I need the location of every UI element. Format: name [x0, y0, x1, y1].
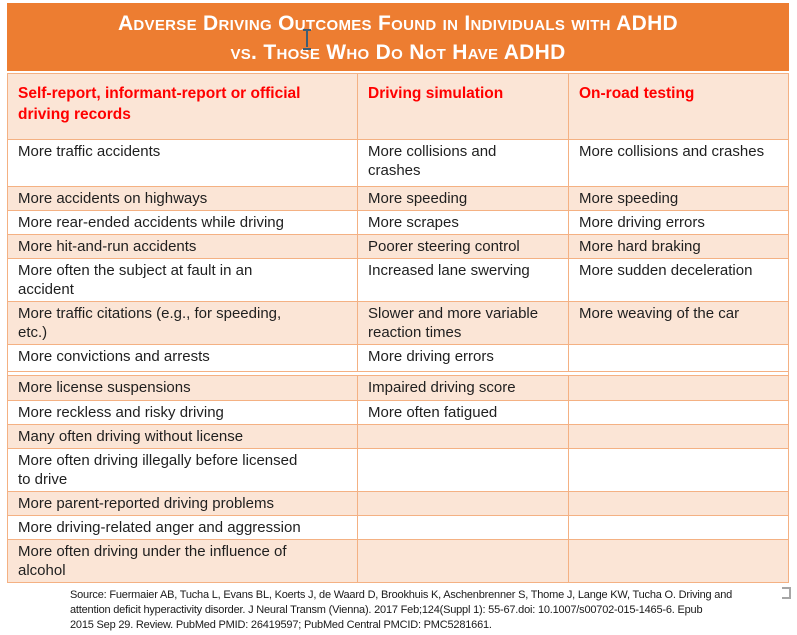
- table-cell[interactable]: More scrapes: [357, 211, 568, 234]
- title-banner: Adverse Driving Outcomes Found in Indivi…: [7, 3, 789, 71]
- table-cell[interactable]: Impaired driving score: [357, 376, 568, 400]
- table-row: More accidents on highways More speeding M…: [8, 187, 788, 211]
- selection-handle-icon: [782, 587, 791, 599]
- table-cell[interactable]: [568, 449, 788, 491]
- table-cell[interactable]: More speeding: [568, 187, 788, 210]
- table-section-separator: [8, 372, 788, 376]
- table-row: More often driving under the influence o…: [8, 540, 788, 582]
- column-header-self-report[interactable]: Self-report, informant-report or officia…: [18, 85, 301, 123]
- table-cell[interactable]: Poorer steering control: [357, 235, 568, 258]
- table-cell[interactable]: [568, 345, 788, 371]
- source-citation[interactable]: Source: Fuermaier AB, Tucha L, Evans BL,…: [70, 589, 733, 631]
- text-cursor-icon: [303, 29, 311, 50]
- table-cell[interactable]: Many often driving without license: [18, 428, 244, 445]
- table-cell[interactable]: [357, 425, 568, 448]
- table-cell[interactable]: More collisions and crashes: [568, 140, 788, 186]
- table-cell[interactable]: More reckless and risky driving: [18, 404, 224, 421]
- table-row: More traffic accidents More collisions an…: [8, 140, 788, 187]
- table-cell[interactable]: [568, 516, 788, 539]
- table-row: Many often driving without license: [8, 425, 788, 449]
- table-cell[interactable]: [568, 540, 788, 582]
- table-cell[interactable]: [357, 540, 568, 582]
- table-cell[interactable]: More driving errors: [568, 211, 788, 234]
- table-cell[interactable]: More weaving of the car: [568, 302, 788, 344]
- table-cell[interactable]: More hard braking: [568, 235, 788, 258]
- table-cell[interactable]: More speeding: [357, 187, 568, 210]
- table-body: More traffic accidents More collisions an…: [8, 140, 788, 582]
- table-row: More reckless and risky driving More ofte…: [8, 401, 788, 425]
- column-header-driving-simulation[interactable]: Driving simulation: [357, 74, 568, 139]
- table-cell[interactable]: [568, 425, 788, 448]
- table-cell[interactable]: [357, 449, 568, 491]
- table-cell[interactable]: [568, 492, 788, 515]
- table-cell[interactable]: More collisions and crashes: [357, 140, 568, 186]
- table-row: More parent-reported driving problems: [8, 492, 788, 516]
- table-header-row: Self-report, informant-report or officia…: [8, 74, 788, 140]
- table-row: More hit-and-run accidents Poorer steerin…: [8, 235, 788, 259]
- table-cell[interactable]: More traffic citations (e.g., for speedi…: [18, 305, 282, 341]
- outcomes-table: Self-report, informant-report or officia…: [7, 73, 789, 583]
- table-cell[interactable]: [357, 492, 568, 515]
- table-cell[interactable]: More driving errors: [357, 345, 568, 371]
- table-row: More license suspensions Impaired driving…: [8, 376, 788, 401]
- table-cell[interactable]: More hit-and-run accidents: [18, 238, 197, 255]
- table-cell[interactable]: More license suspensions: [18, 379, 191, 396]
- title-line-2[interactable]: vs. Those Who Do Not Have ADHD: [230, 41, 566, 64]
- table-cell[interactable]: [568, 376, 788, 400]
- table-row: More often driving illegally before lice…: [8, 449, 788, 492]
- table-cell[interactable]: More often driving under the influence o…: [18, 543, 287, 579]
- table-cell[interactable]: Slower and more variable reaction times: [357, 302, 568, 344]
- title-line-1[interactable]: Adverse Driving Outcomes Found in Indivi…: [117, 12, 679, 35]
- table-row: More driving-related anger and aggressio…: [8, 516, 788, 540]
- table-cell[interactable]: More convictions and arrests: [18, 348, 210, 365]
- table-cell[interactable]: More often fatigued: [357, 401, 568, 424]
- column-header-on-road-testing[interactable]: On-road testing: [568, 74, 788, 139]
- table-row: More rear-ended accidents while driving M…: [8, 211, 788, 235]
- table-cell[interactable]: More traffic accidents: [18, 143, 161, 160]
- table-cell[interactable]: More rear-ended accidents while driving: [18, 214, 284, 231]
- table-row: More traffic citations (e.g., for speedi…: [8, 302, 788, 345]
- table-row: More convictions and arrests More driving…: [8, 345, 788, 372]
- table-cell[interactable]: More often driving illegally before lice…: [18, 452, 298, 488]
- table-cell[interactable]: [568, 401, 788, 424]
- table-cell[interactable]: More often the subject at fault in an ac…: [18, 262, 253, 298]
- table-cell[interactable]: More sudden deceleration: [568, 259, 788, 301]
- table-cell[interactable]: [357, 516, 568, 539]
- table-cell[interactable]: Increased lane swerving: [357, 259, 568, 301]
- table-cell[interactable]: More accidents on highways: [18, 190, 208, 207]
- table-cell[interactable]: More driving-related anger and aggressio…: [18, 519, 301, 536]
- table-row: More often the subject at fault in an ac…: [8, 259, 788, 302]
- table-cell[interactable]: More parent-reported driving problems: [18, 495, 274, 512]
